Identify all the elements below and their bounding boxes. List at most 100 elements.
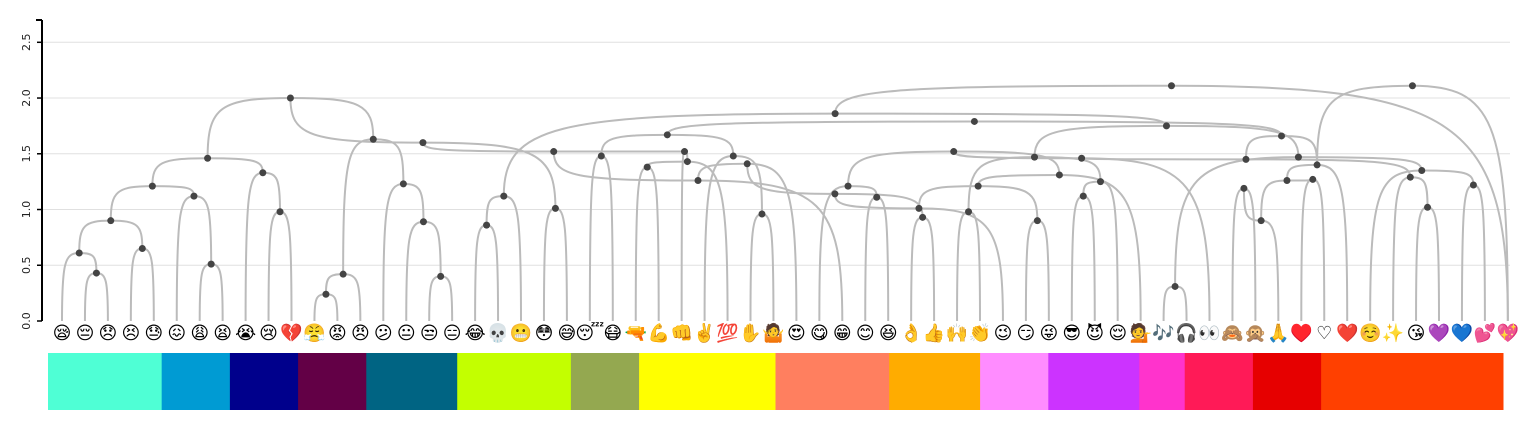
link — [1412, 84, 1509, 322]
leaves: 😪 😔 😞 😣 😓 😖 😩 😫 😭 😢 💔 😤 😡 😠 😕 😐 😒 😑 😂 💀 😬 😳 😅 😴 😷 🔫 💪 👊 ✌️ 💯 ✋ 🤷 😍 😋 😁 😊 😆 👌 👍… — [53, 322, 1519, 344]
cluster-band — [1321, 353, 1504, 410]
link — [666, 120, 975, 136]
link — [749, 212, 763, 322]
link — [542, 207, 556, 322]
link — [207, 157, 264, 173]
leaf-emoji: 😞 — [99, 323, 118, 344]
link — [1244, 134, 1282, 160]
leaf-emoji: 💪 — [647, 322, 669, 344]
node — [107, 217, 115, 225]
link — [428, 275, 441, 322]
leaf-emoji: 💯 — [716, 322, 738, 344]
node — [207, 260, 215, 268]
link — [1260, 179, 1287, 221]
link — [974, 120, 1283, 137]
link — [313, 293, 326, 322]
leaf-emoji: 😖 — [167, 323, 186, 344]
link — [1317, 163, 1349, 322]
link — [680, 150, 686, 322]
node — [1313, 161, 1321, 169]
link — [835, 112, 1168, 127]
link — [1316, 84, 1413, 165]
leaf-emoji: ✋ — [739, 322, 761, 344]
leaf-emoji: 👌 — [900, 323, 922, 344]
cluster-bands — [48, 353, 1504, 410]
cluster-band — [639, 353, 776, 410]
link — [1312, 178, 1326, 322]
leaf-emoji: 😘 — [1407, 323, 1426, 344]
cluster-band — [775, 353, 890, 410]
leaf-emoji: 😋 — [810, 323, 829, 344]
link — [279, 210, 293, 322]
link — [206, 97, 291, 159]
link — [1033, 124, 1167, 158]
leaf-emoji: 😡 — [328, 323, 347, 344]
link — [152, 185, 195, 197]
node — [729, 152, 737, 160]
leaf-emoji: 😌 — [1108, 323, 1127, 344]
leaf-emoji: 💙 — [1451, 323, 1474, 344]
nodes — [75, 82, 1477, 298]
node — [915, 204, 923, 212]
leaf-emoji: 😴 — [575, 322, 604, 344]
link — [834, 192, 924, 218]
leaf-emoji: 😒 — [420, 323, 439, 344]
leaf-emoji: 😢 — [259, 323, 278, 344]
node — [1278, 132, 1286, 140]
link — [761, 212, 775, 322]
link — [864, 196, 877, 322]
link — [703, 155, 734, 322]
links — [61, 84, 1509, 322]
leaf-emoji: 🔫 — [625, 323, 647, 344]
node — [970, 117, 978, 125]
grid — [42, 41, 1510, 266]
link — [1100, 180, 1119, 322]
node — [681, 148, 689, 156]
node — [437, 272, 445, 280]
node — [1257, 217, 1265, 225]
node — [965, 208, 973, 216]
link — [79, 251, 98, 274]
link — [600, 133, 668, 157]
link — [486, 224, 500, 322]
cluster-band — [1252, 353, 1322, 410]
link — [847, 150, 954, 187]
link — [1174, 156, 1299, 287]
node — [550, 148, 558, 156]
link — [78, 219, 111, 253]
node — [1167, 82, 1175, 90]
node — [597, 152, 605, 160]
node — [683, 158, 691, 166]
node — [974, 182, 982, 190]
leaf-emoji: 💜 — [1428, 323, 1451, 344]
leaf-emoji: 😍 — [787, 323, 806, 344]
link — [440, 275, 454, 322]
link — [1392, 176, 1411, 322]
leaf-emoji: 😤 — [303, 323, 325, 344]
link — [876, 196, 890, 322]
link — [193, 195, 213, 265]
leaf-emoji: 😅 — [558, 323, 577, 344]
link — [83, 272, 97, 322]
leaf-emoji: 😜 — [1039, 323, 1058, 344]
node — [1055, 171, 1063, 179]
y-tick-label: 0.5 — [20, 257, 33, 275]
link — [1037, 219, 1050, 322]
node — [204, 154, 212, 162]
leaf-emoji: ☺️ — [1359, 323, 1381, 344]
link — [956, 210, 969, 322]
link — [61, 251, 80, 322]
leaf-emoji: 😊 — [856, 323, 875, 344]
link — [746, 163, 835, 195]
leaf-emoji: 🙏 — [1267, 323, 1289, 344]
cluster-band — [161, 353, 231, 410]
node — [1424, 203, 1432, 211]
link — [325, 293, 339, 322]
leaf-emoji: 💁 — [1129, 322, 1151, 344]
link — [324, 273, 344, 295]
node — [1294, 153, 1302, 161]
link — [403, 182, 425, 222]
node — [694, 177, 702, 185]
node — [844, 182, 852, 190]
